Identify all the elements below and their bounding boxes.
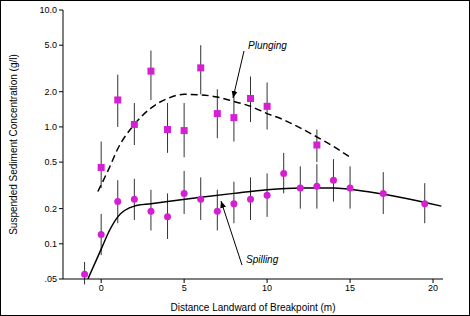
svg-text:Plunging: Plunging [248, 40, 287, 51]
svg-text:1.0: 1.0 [44, 122, 57, 132]
svg-text:Distance Landward of Breakpoin: Distance Landward of Breakpoint (m) [170, 302, 335, 313]
svg-text:Suspended Sediment Concentrati: Suspended Sediment Concentration (g/l) [8, 54, 19, 235]
svg-text:10: 10 [262, 283, 272, 293]
svg-text:0: 0 [99, 283, 104, 293]
svg-text:5.0: 5.0 [44, 40, 57, 50]
svg-text:0.1: 0.1 [44, 239, 57, 249]
svg-text:.05: .05 [44, 274, 57, 284]
svg-text:10.0: 10.0 [39, 5, 57, 15]
svg-text:5: 5 [182, 283, 187, 293]
svg-text:2.0: 2.0 [44, 87, 57, 97]
svg-text:0.2: 0.2 [44, 204, 57, 214]
svg-text:15: 15 [345, 283, 355, 293]
svg-text:0.5: 0.5 [44, 157, 57, 167]
svg-text:Spilling: Spilling [246, 254, 279, 265]
svg-text:20: 20 [428, 283, 438, 293]
